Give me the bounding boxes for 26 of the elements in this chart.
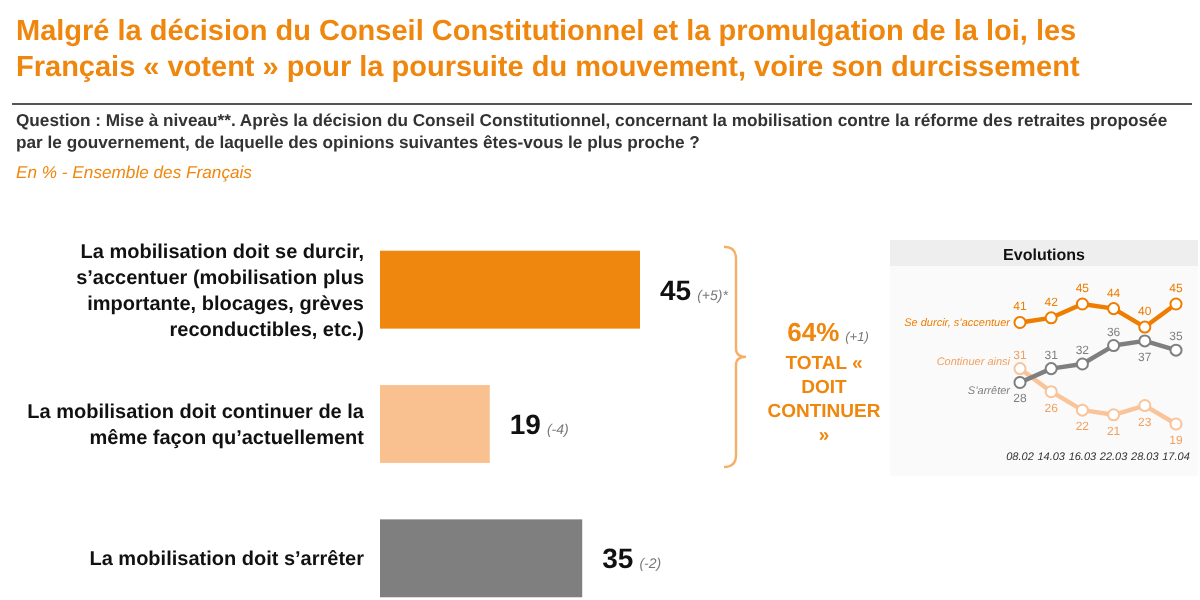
point bbox=[1138, 334, 1152, 348]
point bbox=[1013, 362, 1027, 376]
point bbox=[1107, 302, 1121, 316]
y-tick-label: La mobilisation doit s’arrêter bbox=[89, 549, 365, 572]
point bbox=[1169, 417, 1183, 431]
point bbox=[1138, 320, 1152, 334]
point bbox=[1013, 375, 1027, 389]
point bbox=[1044, 385, 1058, 399]
text: TOTAL « DOIT CONTINUER » bbox=[767, 352, 881, 447]
point bbox=[1013, 315, 1027, 329]
point bbox=[1044, 311, 1058, 325]
y-tick-label: La mobilisation doit continuer de la même façon qu’actuellement bbox=[27, 402, 366, 450]
point bbox=[1075, 297, 1089, 311]
point bbox=[1169, 297, 1183, 311]
point bbox=[1075, 357, 1089, 371]
chart-subtitle: Question : Mise à niveau**. Après la décision du Conseil Constitutionnel, concernant la mobilisation contre la réforme des retraites proposée par le gouvernement, de laquelle des opinions suivantes êtes-vous le plus proche ? bbox=[16, 110, 1168, 152]
chart-title: Evolutions bbox=[1003, 246, 1086, 264]
y-tick-label: La mobilisation doit se durcir, s’accentuer (mobilisation plus importante, blocages, grèves reconductibles, etc.) bbox=[76, 241, 365, 342]
point bbox=[1107, 408, 1121, 422]
point bbox=[1138, 399, 1152, 413]
point bbox=[1044, 362, 1058, 376]
text: En % - Ensemble des Français bbox=[16, 162, 254, 182]
chart-title: Malgré la décision du Conseil Constitutionnel et la promulgation de la loi, les Français « votent » pour la poursuite du mouvement, voire son durcissement bbox=[16, 16, 1080, 84]
point bbox=[1169, 343, 1183, 357]
point bbox=[1107, 339, 1121, 353]
point bbox=[1075, 403, 1089, 417]
